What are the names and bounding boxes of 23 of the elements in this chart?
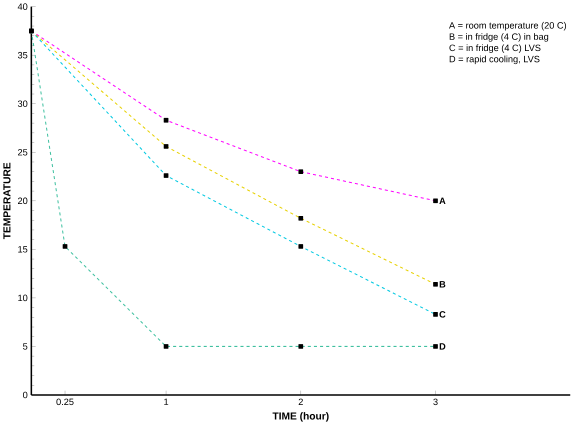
y-tick-label: 20 (18, 198, 28, 204)
y-tick-label: 30 (18, 100, 28, 107)
annotation: C = in fridge (4 C) LVS (449, 44, 541, 53)
series-label: B (440, 281, 446, 288)
y-tick-label: 0 (22, 392, 28, 398)
series-label: D (440, 343, 446, 350)
x-tick-label: 3 (433, 398, 438, 406)
series-label: A (439, 198, 446, 204)
x-tick-label: 1 (164, 398, 168, 405)
y-tick-label: 25 (18, 149, 28, 156)
x-tick-label: 2 (298, 398, 303, 405)
annotation: B = in fridge (4 C) in bag (450, 33, 548, 42)
annotation: D = rapid cooling, LVS (450, 56, 540, 64)
x-tick-label: 0.25 (56, 398, 74, 406)
y-tick-label: 15 (18, 246, 28, 253)
x-axis-title: TIME (hour) (272, 412, 329, 422)
y-tick-label: 10 (18, 294, 28, 302)
annotation: A = room temperature (20 C) (449, 22, 566, 30)
y-tick-label: 35 (18, 52, 28, 58)
y-tick-label: 5 (23, 343, 28, 350)
y-axis-title: TEMPERATURE (3, 162, 11, 240)
series-label: C (440, 311, 446, 318)
y-tick-label: 40 (18, 3, 28, 10)
